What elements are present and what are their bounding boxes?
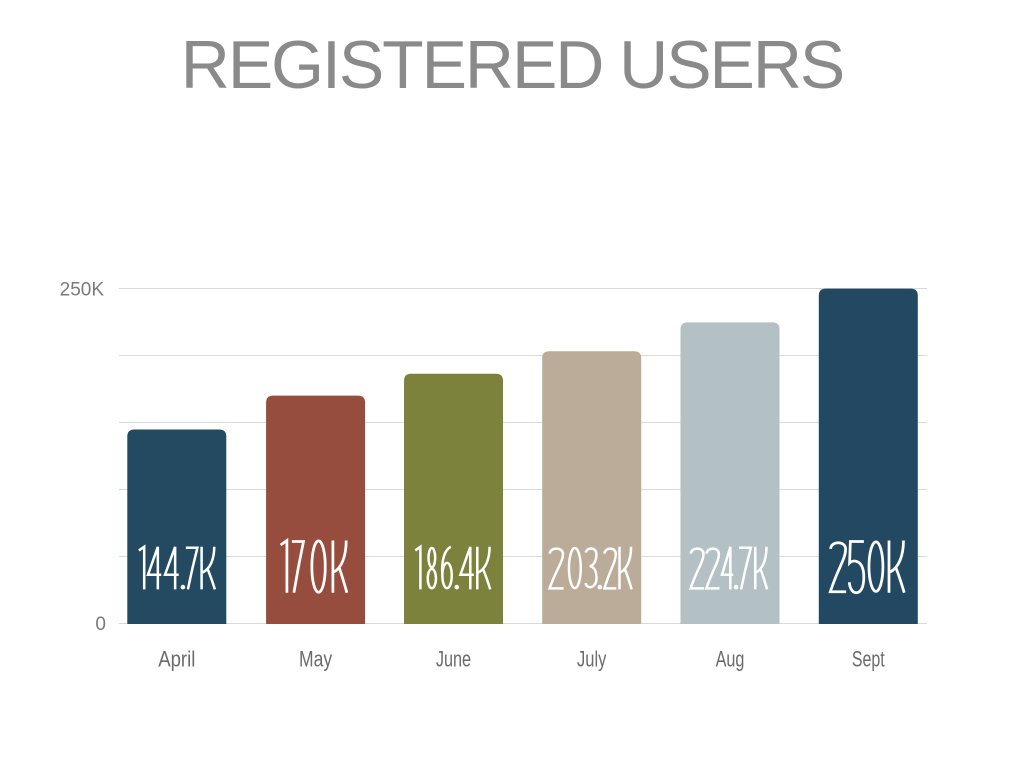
svg-text:REGISTERED USERS: REGISTERED USERS [181,27,843,103]
svg-text:May: May [299,647,332,672]
svg-text:0: 0 [95,614,106,635]
svg-text:250K: 250K [60,279,105,300]
svg-text:April: April [158,647,195,672]
svg-text:July: July [577,647,606,672]
svg-text:June: June [436,647,471,672]
svg-text:Sept: Sept [852,647,885,672]
svg-text:Aug: Aug [716,647,745,672]
